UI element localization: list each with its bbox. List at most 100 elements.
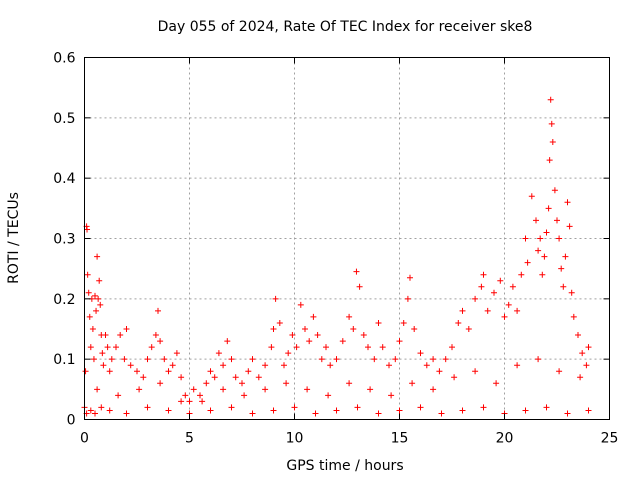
data-point (491, 289, 497, 296)
data-point (417, 404, 424, 411)
data-point (241, 392, 248, 399)
data-point (514, 307, 521, 314)
data-point (564, 199, 571, 206)
data-point (543, 404, 550, 411)
data-point (535, 356, 542, 363)
data-point (115, 392, 122, 399)
data-point (360, 332, 367, 339)
data-point (480, 404, 487, 411)
data-point (409, 380, 416, 387)
data-point (465, 326, 472, 332)
data-point (144, 356, 151, 363)
data-point (539, 271, 546, 278)
y-tick-label: 0.2 (53, 292, 75, 308)
data-point (232, 374, 239, 381)
data-point (96, 277, 103, 284)
data-point (82, 368, 89, 375)
data-point (404, 295, 411, 302)
data-point (169, 362, 176, 369)
data-point (127, 362, 134, 369)
data-point (339, 338, 346, 345)
data-point (293, 344, 300, 351)
y-tick-label: 0.3 (53, 232, 75, 248)
data-point (89, 326, 96, 332)
x-tick-label: 20 (496, 431, 514, 447)
data-point (566, 223, 573, 230)
data-point (501, 313, 508, 320)
data-point (291, 404, 298, 411)
data-point (228, 404, 235, 411)
data-point (255, 374, 262, 381)
data-point (543, 229, 550, 236)
data-point (547, 96, 554, 103)
data-point (297, 301, 304, 308)
data-point (459, 307, 466, 314)
data-point (333, 407, 340, 414)
data-point (537, 235, 544, 242)
data-point (121, 356, 128, 363)
data-point (97, 301, 104, 308)
data-point (104, 344, 111, 351)
data-point (148, 344, 155, 351)
data-point (173, 350, 180, 357)
data-point (262, 362, 269, 369)
data-point (270, 407, 277, 414)
data-point (558, 265, 565, 272)
data-point (442, 356, 449, 363)
data-point (302, 326, 308, 332)
data-point (554, 217, 560, 224)
data-point (123, 326, 130, 332)
data-point (438, 410, 445, 417)
data-point (417, 350, 424, 357)
data-point (318, 356, 325, 363)
data-point (245, 368, 252, 375)
data-point (509, 283, 516, 290)
data-point (94, 253, 101, 260)
x-tick-label: 25 (601, 431, 619, 447)
chart-title: Day 055 of 2024, Rate Of TEC Index for r… (158, 19, 533, 35)
data-point (535, 247, 542, 254)
data-point (354, 404, 361, 411)
x-tick-label: 15 (391, 431, 409, 447)
data-point (178, 374, 185, 381)
data-point (533, 217, 539, 224)
y-tick-label: 0.5 (53, 111, 75, 127)
data-point (583, 362, 590, 369)
data-point (281, 362, 287, 369)
data-point (220, 386, 227, 393)
data-point (556, 368, 563, 375)
data-point (165, 368, 172, 375)
data-point (285, 350, 292, 357)
data-point (272, 295, 279, 302)
data-point (551, 187, 558, 194)
data-point (140, 374, 147, 381)
x-tick-label: 0 (80, 431, 89, 447)
data-point (585, 407, 592, 414)
data-point (480, 271, 487, 278)
data-point (579, 350, 586, 357)
data-point (310, 313, 317, 320)
data-point (182, 392, 189, 399)
data-point (392, 356, 399, 363)
data-point (585, 344, 592, 351)
data-point (568, 289, 575, 296)
data-point (157, 338, 164, 345)
data-point (575, 332, 581, 339)
data-point (556, 235, 563, 242)
x-axis-label: GPS time / hours (286, 458, 403, 474)
data-point (560, 283, 567, 290)
data-point (249, 356, 256, 363)
data-point (106, 407, 113, 414)
data-point (518, 271, 525, 278)
data-point (239, 380, 245, 387)
data-point (562, 253, 569, 260)
data-point (430, 356, 437, 363)
data-point (117, 332, 124, 339)
x-tick-label: 5 (185, 431, 194, 447)
data-point (95, 295, 102, 302)
data-point (478, 283, 485, 290)
data-point (262, 386, 269, 393)
data-point (87, 344, 94, 351)
data-point (522, 407, 529, 414)
data-point (541, 253, 548, 260)
